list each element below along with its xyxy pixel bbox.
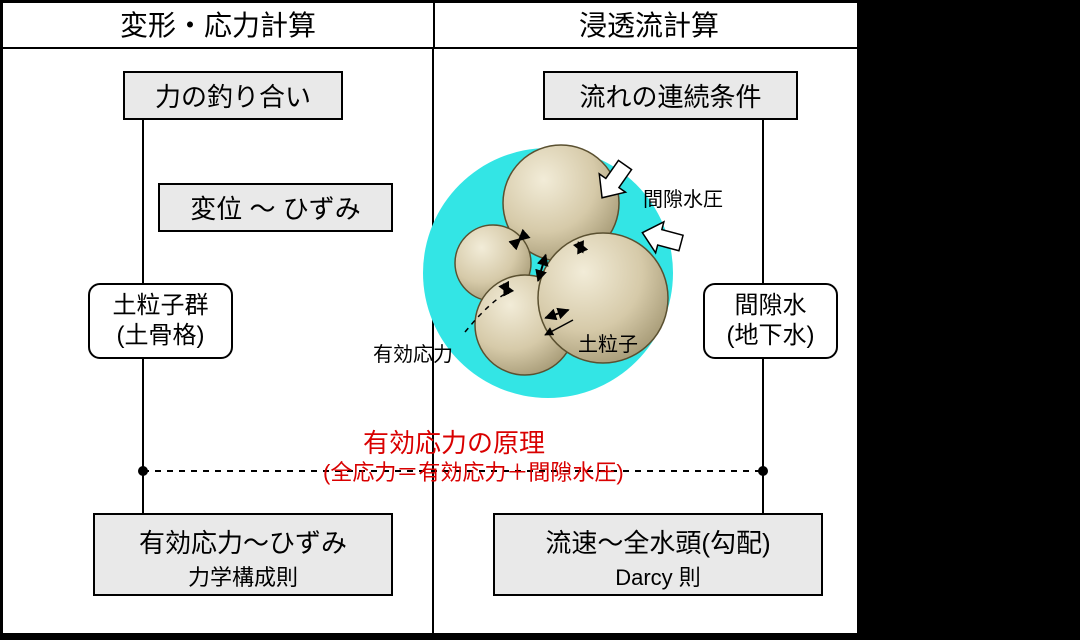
box-effective-stress-strain: 有効応力～ひずみ力学構成則 xyxy=(93,513,393,596)
box-effective-stress-strain-title: 有効応力～ひずみ xyxy=(107,523,379,560)
box-effective-stress-strain-sub: 力学構成則 xyxy=(107,560,379,592)
header-left: 変形・応力計算 xyxy=(3,3,433,49)
label-pore-pressure: 間隙水圧 xyxy=(643,183,723,212)
box-disp-strain: 変位 ～ ひずみ xyxy=(158,183,393,232)
node-soil-skeleton-line2: (土骨格) xyxy=(100,321,221,351)
node-pore-water: 間隙水(地下水) xyxy=(703,283,838,359)
box-force-balance: 力の釣り合い xyxy=(123,71,343,120)
header-right: 浸透流計算 xyxy=(433,3,863,49)
box-flow-continuity: 流れの連続条件 xyxy=(543,71,798,120)
diagram-canvas: 変形・応力計算浸透流計算力の釣り合い変位 ～ ひずみ土粒子群(土骨格) 有効応力～… xyxy=(0,0,860,636)
box-velocity-head-sub: Darcy 則 xyxy=(507,560,809,592)
node-pore-water-line1: 間隙水 xyxy=(715,291,826,321)
node-soil-skeleton-line1: 土粒子群 xyxy=(100,291,221,321)
box-velocity-head-title: 流速～全水頭(勾配) xyxy=(507,523,809,560)
node-soil-skeleton: 土粒子群(土骨格) xyxy=(88,283,233,359)
label-soil-particle: 土粒子 xyxy=(578,328,638,357)
label-effective-stress: 有効応力 xyxy=(373,338,453,367)
box-velocity-head: 流速～全水頭(勾配)Darcy 則 xyxy=(493,513,823,596)
node-pore-water-line2: (地下水) xyxy=(715,321,826,351)
principle-sub: (全応力＝有効応力＋間隙水圧) xyxy=(323,455,624,487)
